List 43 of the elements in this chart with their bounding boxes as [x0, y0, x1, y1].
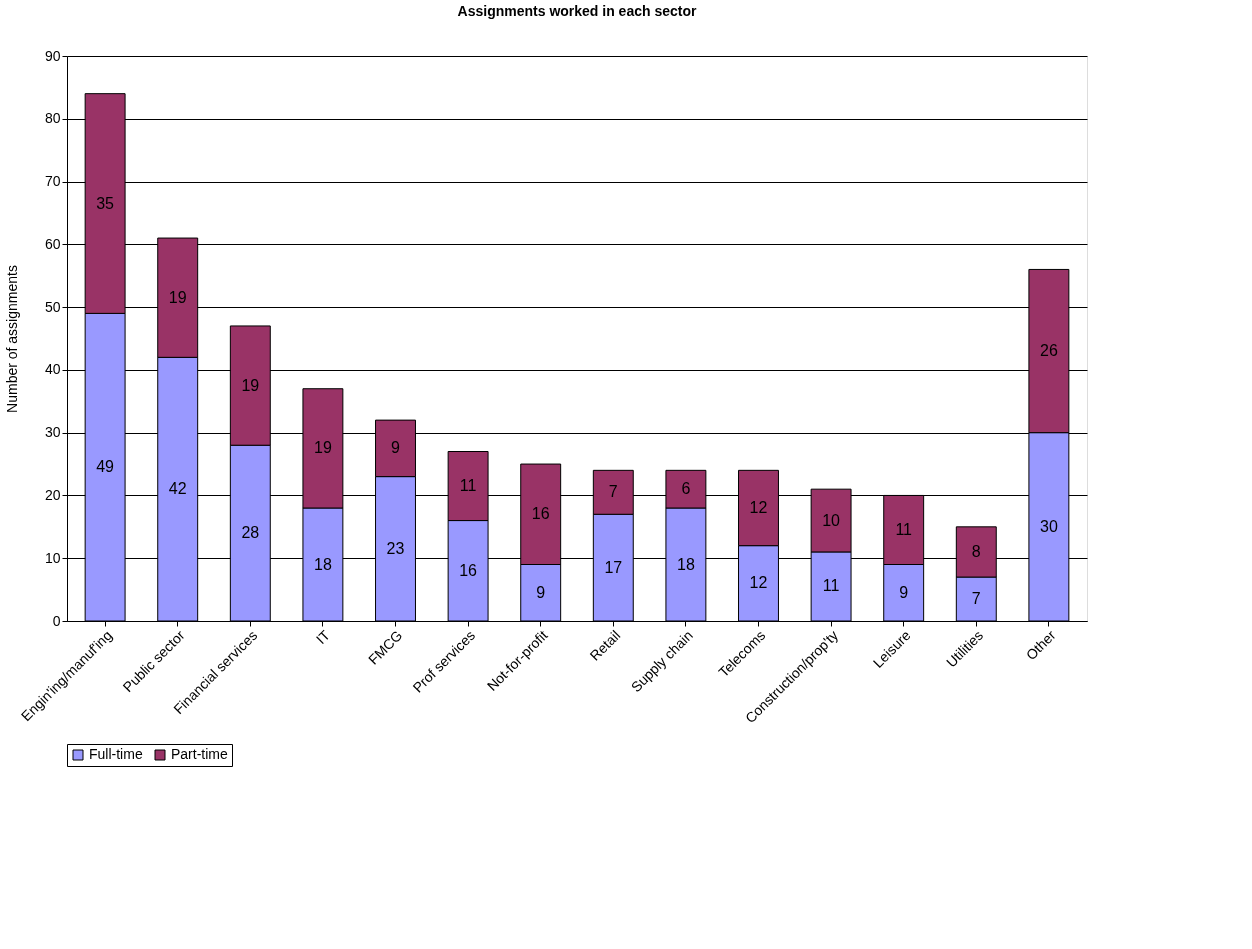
data-label: 11 [459, 477, 477, 495]
data-label: 19 [241, 376, 260, 394]
y-tick-label: 30 [44, 424, 61, 441]
data-label: 11 [822, 577, 840, 595]
y-axis-title: Number of assignments [3, 265, 20, 413]
y-tick-label: 90 [44, 47, 61, 64]
data-label: 9 [391, 439, 401, 457]
data-label: 7 [608, 483, 618, 501]
data-label: 16 [531, 505, 550, 523]
data-label: 11 [895, 520, 913, 538]
y-tick-label: 20 [44, 486, 61, 503]
y-tick-label: 10 [44, 549, 61, 566]
data-label: 18 [677, 555, 695, 573]
y-tick-label: 0 [52, 612, 61, 629]
data-label: 7 [971, 590, 981, 608]
y-tick-label: 60 [44, 235, 61, 252]
data-label: 6 [681, 480, 691, 498]
data-label: 9 [899, 583, 909, 601]
data-label: 19 [168, 288, 187, 306]
data-label: 49 [96, 458, 115, 476]
data-label: 28 [241, 524, 260, 542]
data-label: 12 [749, 499, 768, 516]
data-label: 18 [314, 555, 332, 573]
data-label: 17 [604, 558, 623, 576]
data-label: 23 [386, 539, 405, 557]
y-tick-label: 50 [44, 298, 61, 315]
data-label: 26 [1039, 342, 1058, 360]
chart-title: Assignments worked in each sector [457, 3, 697, 19]
y-tick-label: 40 [44, 361, 61, 378]
legend-label: Part-time [171, 746, 228, 762]
data-label: 16 [459, 561, 478, 579]
data-label: 30 [1039, 517, 1058, 535]
data-label: 10 [822, 511, 841, 529]
data-label: 8 [971, 542, 981, 560]
data-label: 35 [96, 194, 115, 212]
x-tick-label: IT [312, 626, 334, 648]
y-tick-label: 80 [44, 110, 61, 127]
legend-label: Full-time [89, 746, 143, 762]
data-label: 12 [749, 574, 768, 592]
data-label: 42 [168, 480, 187, 498]
data-label: 9 [536, 583, 546, 601]
y-tick-label: 70 [44, 173, 61, 190]
data-label: 19 [314, 439, 332, 457]
